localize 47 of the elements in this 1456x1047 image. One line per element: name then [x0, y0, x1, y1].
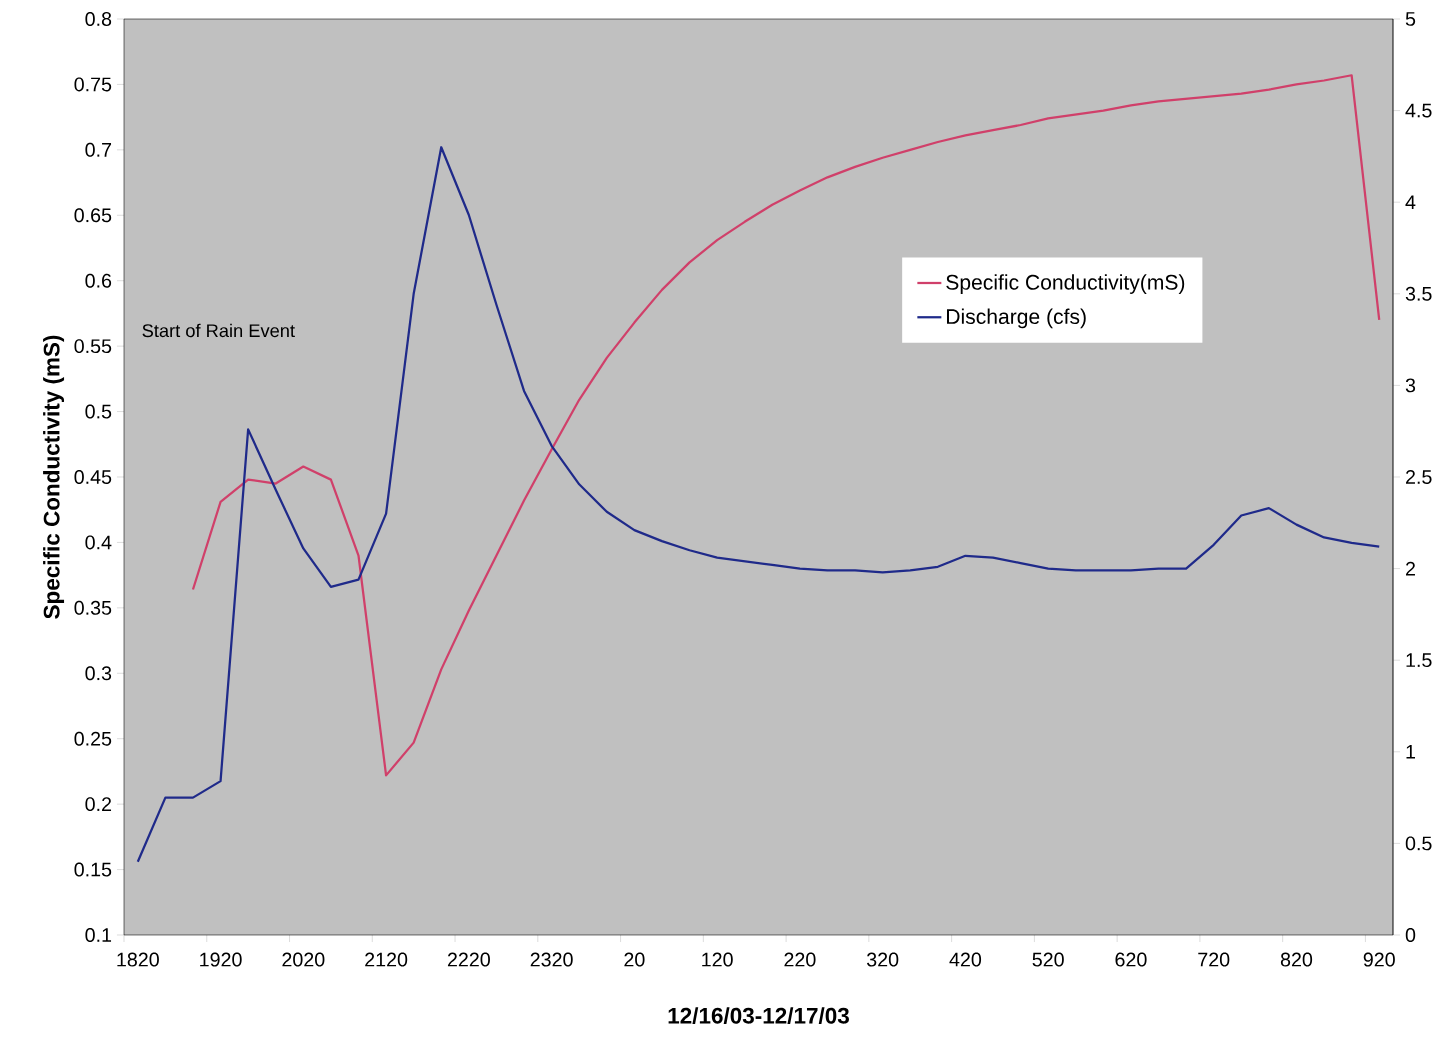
y2-tick-label: 3	[1405, 378, 1416, 393]
x-tick-label: 820	[1280, 952, 1313, 967]
y-tick-label: 0.55	[74, 339, 112, 354]
y-tick-label: 0.1	[85, 928, 112, 942]
y2-tick-label: 0	[1405, 928, 1416, 942]
x-axis-title: 12/16/03-12/17/03	[668, 1007, 849, 1024]
y-tick-label: 0.7	[85, 142, 112, 157]
y-axis-title: Specific Conductivity (mS)	[43, 335, 65, 619]
x-tick-label: 2320	[530, 952, 573, 967]
x-tick-label: 420	[949, 952, 982, 967]
x-tick-label: 220	[784, 952, 816, 967]
x-tick-label: 120	[702, 952, 733, 967]
y-tick-label: 0.3	[85, 666, 112, 681]
y-tick-label: 0.35	[74, 600, 112, 615]
y2-tick-label: 2	[1406, 561, 1415, 576]
y2-tick-label: 2.5	[1406, 470, 1432, 484]
y-tick-label: 0.75	[74, 77, 112, 92]
y-tick-label: 0.65	[74, 208, 112, 223]
y-tick-label: 0.25	[74, 731, 112, 746]
x-tick-label: 620	[1115, 952, 1147, 967]
y2-tick-label: 4.5	[1405, 103, 1432, 118]
x-tick-label: 520	[1032, 952, 1064, 967]
y-tick-label: 0.8	[85, 12, 112, 26]
y2-tick-label: 1.5	[1406, 653, 1432, 668]
y-tick-label: 0.15	[74, 862, 112, 877]
x-tick-label: 20	[624, 952, 645, 967]
y-tick-label: 0.2	[85, 797, 112, 812]
x-tick-label: 1820	[117, 952, 159, 967]
y2-tick-label: 3.5	[1405, 286, 1432, 301]
x-tick-label: 920	[1363, 952, 1395, 967]
y2-tick-label: 0.5	[1405, 836, 1432, 851]
y2-tick-label: 5	[1405, 12, 1416, 26]
y-tick-label: 0.5	[85, 404, 112, 419]
legend-label: Specific Conductivity(mS)	[946, 274, 1185, 294]
x-tick-label: 2120	[365, 952, 408, 967]
x-tick-label: 2220	[447, 952, 490, 967]
x-tick-label: 720	[1198, 952, 1230, 967]
y-tick-label: 0.6	[85, 273, 112, 288]
y-tick-label: 0.4	[85, 535, 112, 550]
legend-label: Discharge (cfs)	[947, 308, 1086, 329]
x-tick-label: 2020	[282, 952, 325, 967]
y-tick-label: 0.45	[74, 470, 112, 484]
y2-tick-label: 1	[1406, 745, 1415, 759]
x-tick-label: 1920	[200, 952, 242, 967]
x-tick-label: 320	[866, 952, 899, 967]
annotation: Start of Rain Event	[142, 323, 295, 338]
y2-tick-label: 4	[1405, 195, 1416, 209]
